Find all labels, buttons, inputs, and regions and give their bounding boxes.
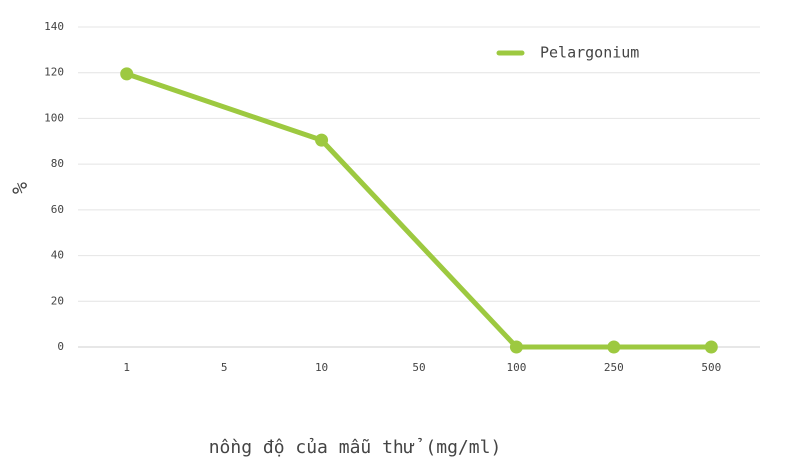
x-axis-label: nồng độ của mẫu thử (mg/ml): [209, 437, 502, 458]
y-tick-label: 0: [57, 340, 64, 353]
x-tick-label: 100: [506, 361, 526, 374]
x-tick-label: 10: [315, 361, 328, 374]
y-tick-label: 80: [51, 157, 64, 170]
x-tick-label: 5: [221, 361, 228, 374]
y-tick-label: 120: [44, 66, 64, 79]
x-tick-label: 1: [123, 361, 130, 374]
y-tick-label: 140: [44, 20, 64, 33]
x-tick-label: 50: [412, 361, 425, 374]
x-tick-label: 250: [604, 361, 624, 374]
y-axis-label: %: [8, 182, 32, 194]
point: [704, 340, 718, 354]
line: [125, 71, 712, 350]
x-tick-label: 500: [701, 361, 721, 374]
point: [509, 340, 523, 354]
point: [607, 340, 621, 354]
legend-label: Pelargonium: [540, 44, 639, 62]
y-tick-label: 20: [51, 294, 64, 307]
point: [120, 67, 134, 81]
point: [315, 133, 329, 147]
y-tick-label: 100: [44, 111, 64, 124]
y-tick-label: 60: [51, 203, 64, 216]
y-tick-label: 40: [51, 249, 64, 262]
